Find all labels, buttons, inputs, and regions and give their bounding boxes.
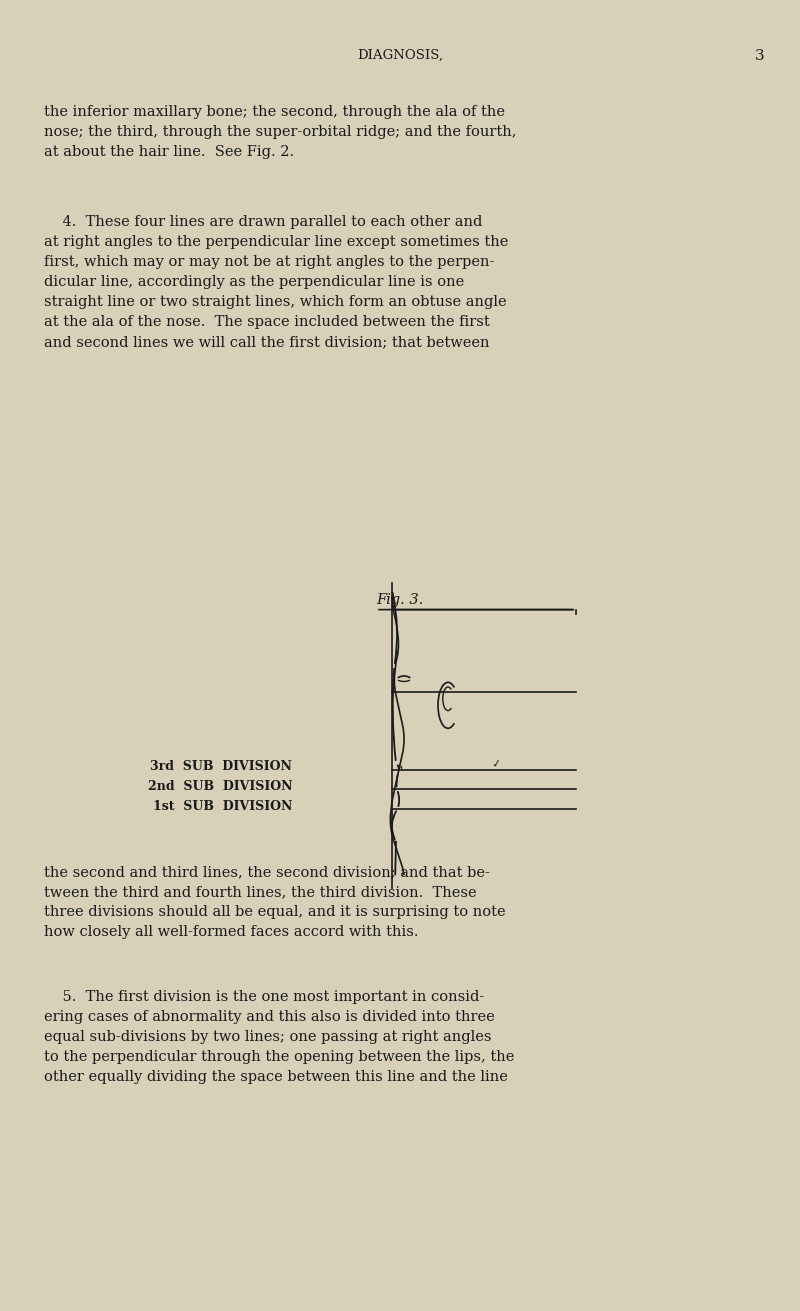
Text: the second and third lines, the second division; and that be-
tween the third an: the second and third lines, the second d… <box>44 865 506 940</box>
Text: Fig. 3.: Fig. 3. <box>376 593 424 607</box>
Text: 1st  SUB  DIVISION: 1st SUB DIVISION <box>153 800 292 813</box>
Text: 5.  The first division is the one most important in consid-
ering cases of abnor: 5. The first division is the one most im… <box>44 990 514 1084</box>
Text: the inferior maxillary bone; the second, through the ala of the
nose; the third,: the inferior maxillary bone; the second,… <box>44 105 517 159</box>
Text: 2nd  SUB  DIVISION: 2nd SUB DIVISION <box>147 780 292 793</box>
Text: $\checkmark$: $\checkmark$ <box>490 758 502 768</box>
Text: 4.  These four lines are drawn parallel to each other and
at right angles to the: 4. These four lines are drawn parallel t… <box>44 215 508 349</box>
Text: DIAGNOSIS,: DIAGNOSIS, <box>357 49 443 62</box>
Text: 3rd  SUB  DIVISION: 3rd SUB DIVISION <box>150 760 292 773</box>
Text: 3: 3 <box>754 49 764 63</box>
